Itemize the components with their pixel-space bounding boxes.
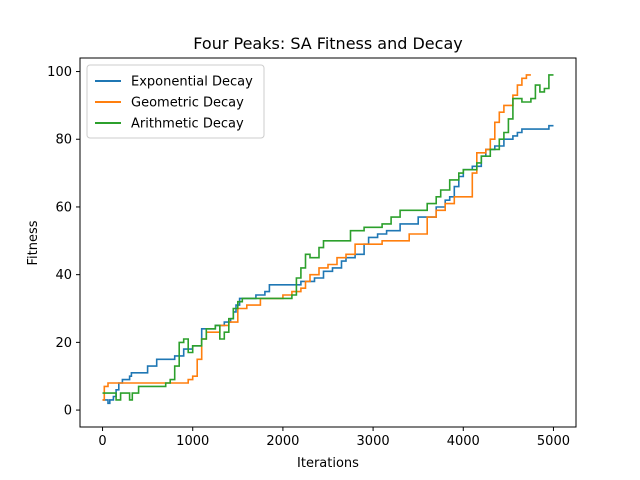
y-tick-label: 20 [55,336,72,351]
y-axis-label: Fitness [26,220,41,265]
x-tick-label: 2000 [266,434,299,449]
y-tick-label: 100 [47,65,72,80]
x-axis-label: Iterations [297,456,359,471]
x-tick-label: 1000 [176,434,209,449]
x-tick-label: 5000 [537,434,570,449]
legend-label-exponential-decay: Exponential Decay [131,75,253,90]
x-tick-label: 3000 [357,434,390,449]
legend-label-geometric-decay: Geometric Decay [131,96,244,111]
series-layer [102,74,554,405]
legend-label-arithmetic-decay: Arithmetic Decay [131,117,244,132]
y-tick-label: 40 [55,268,72,283]
series-line-arithmetic-decay [102,74,554,401]
y-tick-label: 60 [55,200,72,215]
chart-title: Four Peaks: SA Fitness and Decay [193,34,462,53]
plot-frame [79,57,577,428]
series-line-exponential-decay [102,124,554,405]
ticks-layer: 0 1000 2000 3000 4000 5000 0 20 40 60 80 100 [47,65,570,449]
legend: Exponential Decay Geometric Decay Arithmet… [86,64,265,139]
x-tick-label: 0 [98,434,106,449]
legend-box [86,64,265,139]
y-tick-label: 0 [64,404,72,419]
y-tick-label: 80 [55,133,72,148]
x-tick-label: 4000 [447,434,480,449]
